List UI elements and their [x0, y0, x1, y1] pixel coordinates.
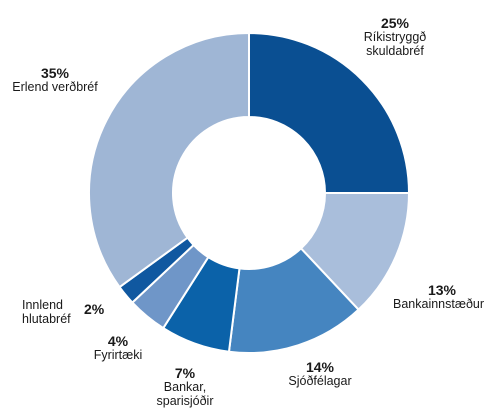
donut-slice-0: [248, 31, 411, 194]
slice-label-rikistryggd: 25% Ríkistryggð skuldabréf: [340, 16, 450, 58]
slice-label-fyrirtaeki: 4% Fyrirtæki: [68, 334, 168, 362]
slice-label-innlend-hlutabref: Innlend hlutabréf: [22, 298, 84, 326]
slice-name-line: sparisjóðir: [156, 394, 214, 408]
slice-percent: 13%: [427, 283, 457, 298]
slice-percent: 2%: [84, 301, 105, 317]
slice-percent: 25%: [380, 15, 410, 31]
slice-label-sjodfelagar: 14% Sjóðfélagar: [260, 360, 380, 388]
slice-name-line: Bankar,: [163, 380, 207, 394]
slice-name-line: Innlend: [22, 298, 64, 312]
slice-name-line: hlutabréf: [22, 312, 71, 326]
slice-percent: 4%: [107, 333, 129, 349]
slice-percent: 14%: [305, 359, 335, 375]
slice-name-line: Sjóðfélagar: [288, 374, 352, 388]
slice-name-line: skuldabréf: [366, 44, 424, 58]
slice-label-bankar: 7% Bankar, sparisjóðir: [130, 366, 240, 408]
slice-name-line: Ríkistryggð: [363, 30, 427, 44]
slice-name-line: Erlend verðbréf: [12, 80, 98, 94]
slice-label-bankainnstaedur: 13% Bankainnstæður: [393, 283, 487, 311]
slice-name-line: Bankainnstæður: [393, 297, 485, 311]
slice-name-line: Fyrirtæki: [93, 348, 143, 362]
slice-label-erlend-verdbref: 35% Erlend verðbréf: [0, 66, 110, 94]
donut-chart: [88, 31, 411, 354]
donut-slice-6: [88, 31, 250, 289]
slice-percent: 7%: [174, 365, 196, 381]
slice-percent: 35%: [40, 65, 70, 81]
